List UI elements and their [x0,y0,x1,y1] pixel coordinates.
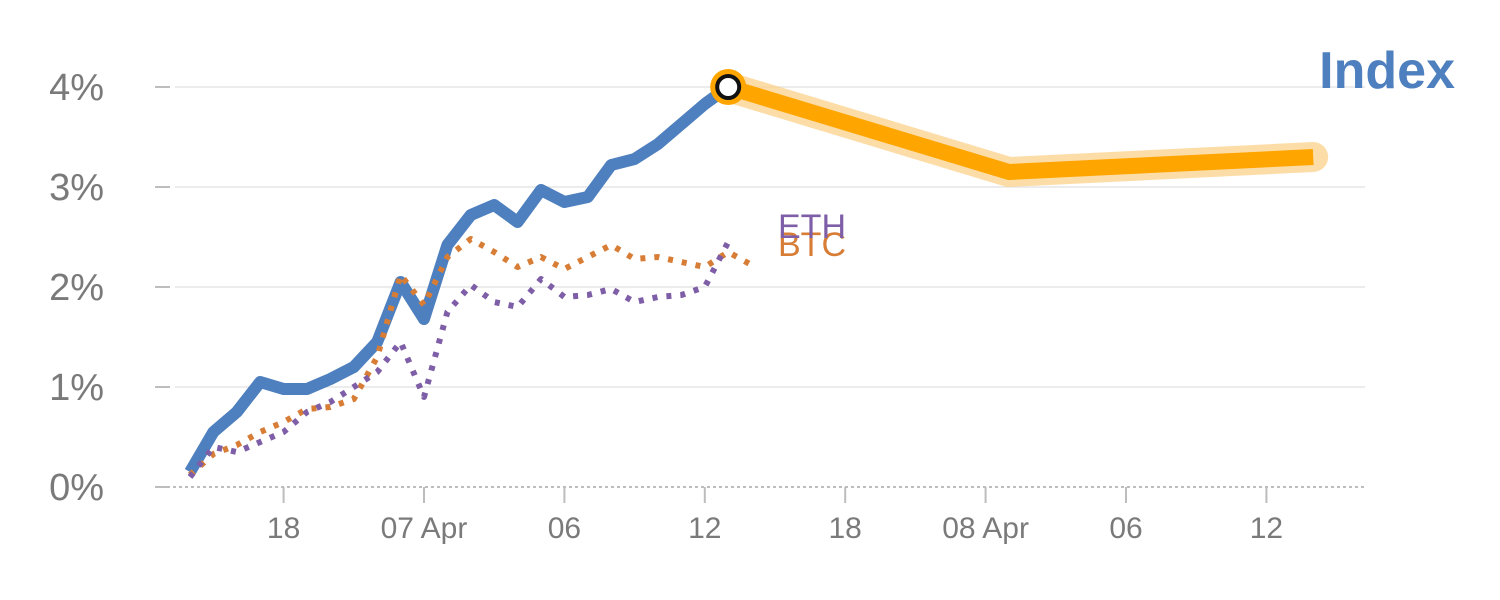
x-tick-label: 18 [267,512,300,545]
grid-layer [175,86,1365,388]
x-tick-label: 06 [548,512,581,545]
series-line-projection [725,79,1314,180]
x-tick-label: 12 [688,512,721,545]
highlight-point [715,74,742,100]
series-line-eth [187,240,731,479]
y-tick-label: 1% [49,367,104,409]
series-label-eth: ETH [778,208,846,246]
x-tick-label: 07 Apr [381,512,468,545]
x-tick-label: 08 Apr [942,512,1029,545]
y-tick-label: 0% [49,467,104,509]
series-label-btc: BTC [778,226,846,264]
series-line-index [184,82,732,476]
y-tick-label: 4% [49,67,104,109]
x-tick-label: 18 [829,512,862,545]
series-line-btc [187,236,754,478]
series-label-index: Index [1319,42,1455,100]
series-layer [184,69,1329,479]
y-tick-label: 2% [49,267,104,309]
y-tick-label: 3% [49,167,104,209]
x-tick-label: 12 [1250,512,1283,545]
axis-layer: 0% 1% 2% 3% 4% 18 07 Apr 06 12 18 08 Apr 06 12 [49,67,1365,545]
x-tick-label: 06 [1109,512,1142,545]
